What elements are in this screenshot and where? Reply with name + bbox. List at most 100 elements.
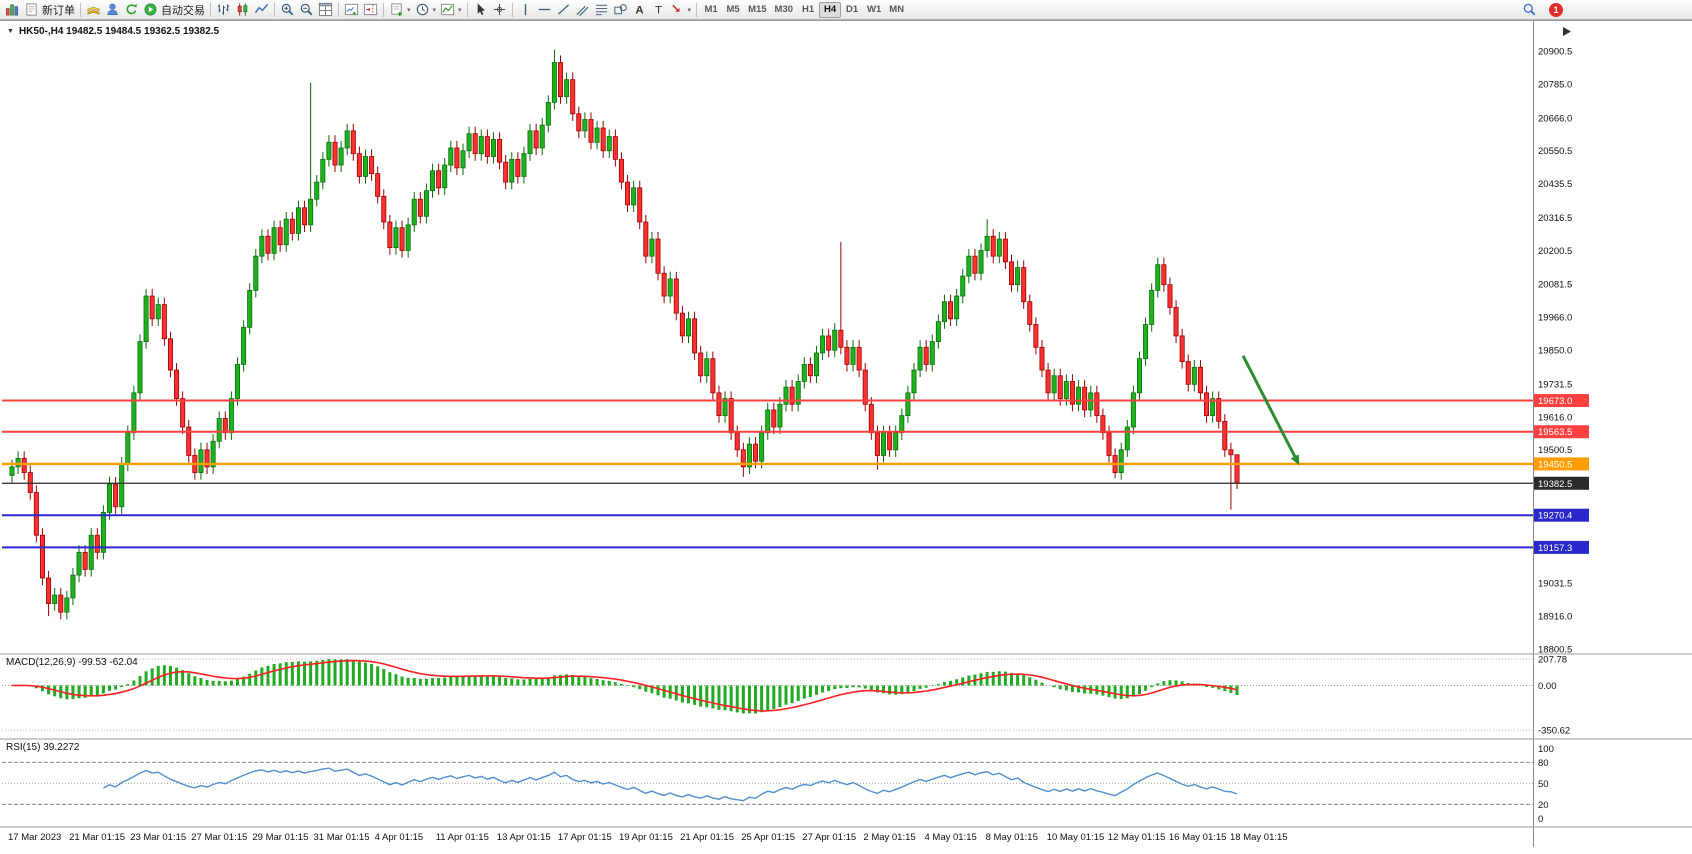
horizontal-line-button[interactable] bbox=[535, 1, 554, 19]
search-button[interactable] bbox=[1520, 1, 1539, 19]
timeframe-w1-button[interactable]: W1 bbox=[863, 2, 885, 18]
bar-chart-button[interactable] bbox=[214, 1, 233, 19]
svg-text:T: T bbox=[655, 5, 662, 17]
equidistant-channel-button[interactable] bbox=[573, 1, 592, 19]
tile-windows-button[interactable] bbox=[316, 1, 335, 19]
svg-text:11 Apr 01:15: 11 Apr 01:15 bbox=[436, 832, 489, 843]
candle bbox=[685, 311, 691, 344]
candle bbox=[911, 362, 917, 400]
new-order-button[interactable]: 新订单 bbox=[22, 1, 77, 19]
arrows-button[interactable]: ▾ bbox=[668, 1, 694, 19]
cursor-button[interactable] bbox=[471, 1, 490, 19]
svg-text:20200.5: 20200.5 bbox=[1538, 246, 1572, 257]
market-watch-button[interactable] bbox=[84, 1, 103, 19]
scroll-to-end-marker[interactable] bbox=[1563, 27, 1571, 36]
timeframe-m30-button[interactable]: M30 bbox=[771, 2, 797, 18]
candle bbox=[1057, 368, 1063, 406]
candle bbox=[826, 328, 832, 358]
price-axis[interactable]: 20900.5 20785.0 20666.0 20550.5 20435.5 20316… bbox=[1538, 47, 1572, 656]
candle bbox=[1161, 257, 1167, 292]
candle bbox=[1124, 419, 1130, 457]
candle bbox=[472, 126, 478, 161]
timeframe-m15-button[interactable]: M15 bbox=[744, 2, 770, 18]
candle bbox=[58, 587, 64, 620]
periods-button[interactable]: ▾ bbox=[413, 1, 439, 19]
candle bbox=[338, 140, 344, 173]
candle bbox=[692, 311, 698, 361]
svg-text:25 Apr 01:15: 25 Apr 01:15 bbox=[741, 832, 795, 843]
time-axis[interactable]: 17 Mar 2023 21 Mar 01:15 23 Mar 01:15 27 Ma… bbox=[8, 832, 1288, 843]
crosshair-button[interactable] bbox=[490, 1, 509, 19]
fibonacci-button[interactable] bbox=[592, 1, 611, 19]
candle bbox=[271, 220, 277, 261]
candle bbox=[600, 120, 606, 158]
candle bbox=[783, 380, 789, 412]
chart-shift-button[interactable] bbox=[361, 1, 380, 19]
shapes-button[interactable] bbox=[611, 1, 630, 19]
candle bbox=[180, 391, 186, 435]
trendline-button[interactable] bbox=[554, 1, 573, 19]
svg-text:19673.0: 19673.0 bbox=[1538, 396, 1572, 407]
svg-text:18916.0: 18916.0 bbox=[1538, 612, 1572, 623]
candle bbox=[966, 249, 972, 284]
zoom-out-button[interactable] bbox=[297, 1, 316, 19]
timeframe-mn-button[interactable]: MN bbox=[885, 2, 908, 18]
candle bbox=[277, 220, 283, 252]
candles-layer[interactable] bbox=[9, 49, 1240, 620]
svg-text:21 Mar 01:15: 21 Mar 01:15 bbox=[69, 832, 125, 843]
svg-text:20435.5: 20435.5 bbox=[1538, 179, 1572, 190]
svg-text:4 Apr 01:15: 4 Apr 01:15 bbox=[375, 832, 424, 843]
auto-scroll-button[interactable] bbox=[342, 1, 361, 19]
candle bbox=[917, 340, 923, 378]
notification-badge[interactable]: 1 bbox=[1549, 2, 1563, 17]
chart-window-button[interactable] bbox=[3, 1, 22, 19]
svg-text:17 Apr 01:15: 17 Apr 01:15 bbox=[558, 832, 612, 843]
candle bbox=[710, 351, 716, 400]
svg-text:18 May 01:15: 18 May 01:15 bbox=[1230, 832, 1288, 843]
navigator-icon bbox=[105, 2, 120, 17]
timeframe-m5-button[interactable]: M5 bbox=[722, 2, 744, 18]
zoom-in-button[interactable] bbox=[278, 1, 297, 19]
candle bbox=[143, 288, 149, 349]
new-chart-button[interactable]: ▾ bbox=[387, 1, 413, 19]
svg-text:29 Mar 01:15: 29 Mar 01:15 bbox=[252, 832, 308, 843]
line-chart-button[interactable] bbox=[252, 1, 271, 19]
refresh-button[interactable] bbox=[122, 1, 141, 19]
collapse-chart-icon[interactable]: ▼ bbox=[7, 28, 14, 35]
svg-text:20900.5: 20900.5 bbox=[1538, 47, 1572, 58]
candle bbox=[649, 231, 655, 264]
svg-text:20785.0: 20785.0 bbox=[1538, 79, 1572, 90]
navigator-button[interactable] bbox=[103, 1, 122, 19]
candlestick-chart-button[interactable] bbox=[233, 1, 252, 19]
svg-text:19731.5: 19731.5 bbox=[1538, 379, 1572, 390]
candle bbox=[1222, 414, 1228, 457]
text-label-button[interactable]: T bbox=[649, 1, 668, 19]
timeframe-h1-button[interactable]: H1 bbox=[797, 2, 819, 18]
text-button[interactable]: A bbox=[630, 1, 649, 19]
zoom-out-icon bbox=[299, 2, 314, 17]
arrows-icon bbox=[670, 2, 685, 17]
period-clock-icon bbox=[415, 2, 430, 17]
label-icon: T bbox=[651, 2, 666, 17]
toolbar-separator bbox=[511, 2, 513, 17]
candle bbox=[722, 391, 728, 423]
svg-text:20316.5: 20316.5 bbox=[1538, 213, 1572, 224]
timeframe-d1-button[interactable]: D1 bbox=[841, 2, 863, 18]
candle bbox=[222, 411, 228, 440]
candle bbox=[1204, 385, 1210, 423]
rsi-indicator-label: RSI(15) 39.2272 bbox=[6, 742, 80, 753]
auto-trading-button[interactable]: 自动交易 bbox=[141, 1, 207, 19]
svg-text:19450.5: 19450.5 bbox=[1538, 459, 1572, 470]
timeframe-m1-button[interactable]: M1 bbox=[700, 2, 722, 18]
timeframe-h4-button[interactable]: H4 bbox=[819, 1, 842, 18]
candle bbox=[1094, 385, 1100, 423]
candle bbox=[582, 112, 588, 138]
trend-arrow-annotation[interactable] bbox=[1241, 355, 1300, 466]
templates-button[interactable]: ▾ bbox=[438, 1, 464, 19]
toolbar-separator bbox=[696, 2, 698, 17]
vertical-line-button[interactable] bbox=[516, 1, 535, 19]
candle bbox=[466, 126, 472, 158]
candlestick-icon bbox=[235, 2, 250, 17]
candle bbox=[576, 106, 582, 138]
